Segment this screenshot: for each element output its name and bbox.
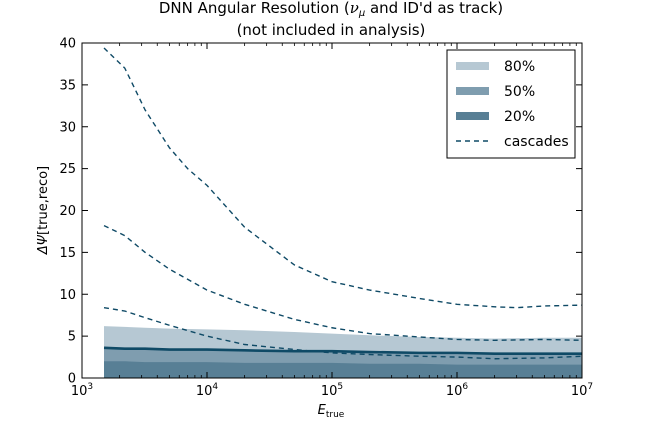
chart-title-line1: DNN Angular Resolution (νμ and ID'd as t… [159, 0, 503, 19]
y-tick-label: 30 [59, 120, 76, 135]
legend-label: 50% [504, 84, 535, 100]
lines-layer [103, 47, 582, 360]
legend-swatch-20pct [456, 112, 489, 120]
x-tick-label: 105 [321, 382, 343, 399]
legend-swatch-50pct [456, 87, 489, 95]
y-tick-label: 40 [59, 37, 76, 52]
y-tick-label: 25 [59, 162, 76, 177]
band-20pct [104, 361, 582, 378]
cascades-line-3 [103, 306, 582, 360]
x-axis-label: Etrue [318, 403, 345, 420]
y-tick-label: 20 [59, 204, 76, 219]
x-tick-label: 107 [571, 382, 593, 399]
y-tick-label: 0 [68, 372, 76, 387]
y-tick-label: 10 [59, 288, 76, 303]
legend-label: cascades [504, 134, 569, 150]
y-axis-label: ΔΨ[true,reco] [36, 166, 51, 255]
x-tick-label: 103 [71, 382, 93, 399]
chart-title-line2: (not included in analysis) [237, 21, 426, 39]
median-line [103, 346, 582, 356]
y-tick-label: 35 [59, 78, 76, 93]
legend-label: 80% [504, 59, 535, 75]
x-axis: 103 104 105 106 107 [71, 43, 593, 399]
x-tick-label: 104 [196, 382, 219, 399]
legend-swatch-80pct [456, 62, 489, 70]
y-tick-label: 5 [68, 330, 76, 345]
legend: 80% 50% 20% cascades [446, 49, 576, 159]
y-axis: 0 5 10 15 20 25 30 35 40 [59, 37, 582, 387]
cascades-line-2 [103, 224, 582, 342]
x-tick-label: 106 [446, 382, 469, 399]
legend-label: 20% [504, 109, 535, 125]
y-tick-label: 15 [59, 246, 76, 261]
